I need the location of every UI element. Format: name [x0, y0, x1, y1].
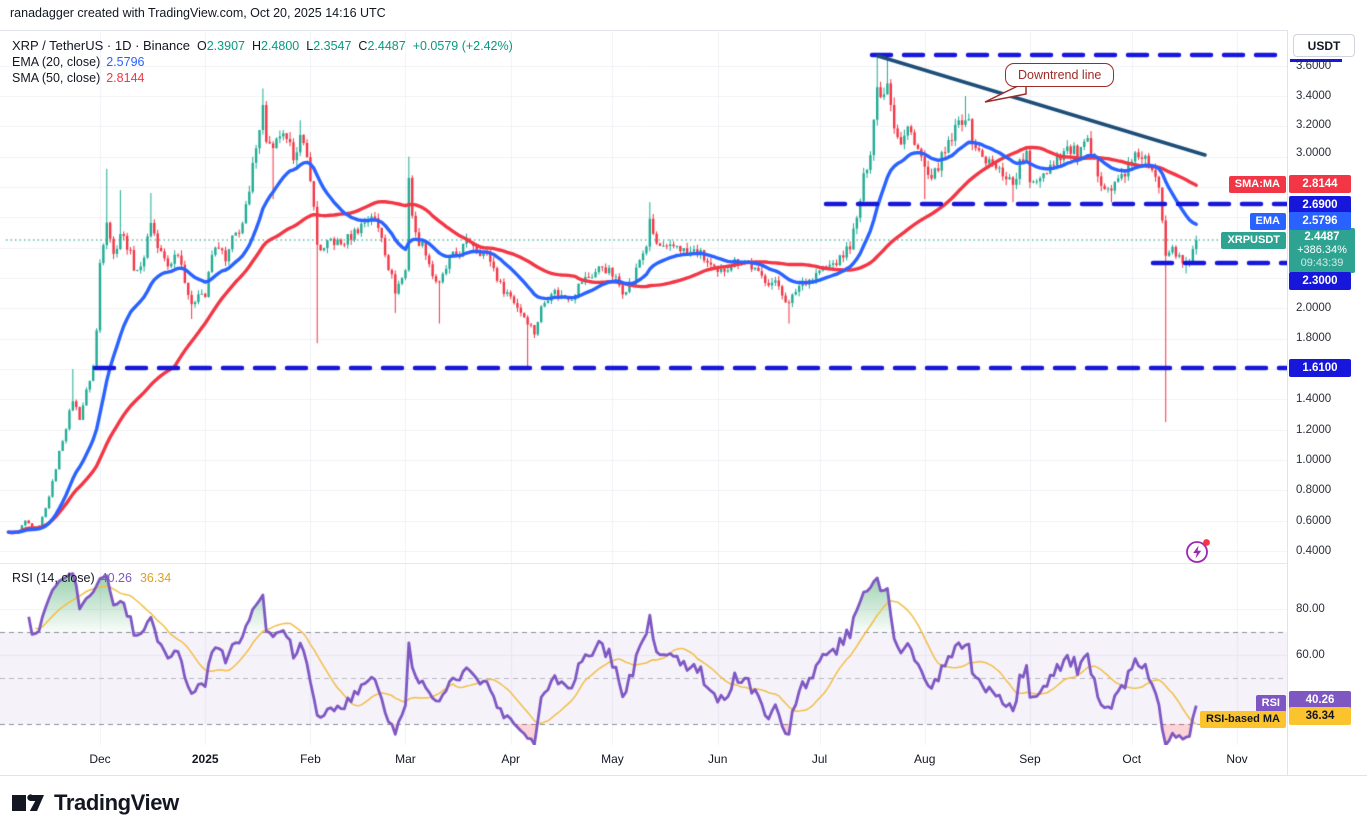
rsi-ma-value: 36.34 [139, 571, 172, 585]
time-axis[interactable]: Dec 2025 Feb Mar Apr May Jun Jul Aug Sep Oct Nov [0, 745, 1287, 775]
axis-price-label: 0.6000 [1296, 515, 1332, 527]
rsi-value: 40.26 [100, 571, 132, 585]
rsi-canvas[interactable] [0, 563, 1287, 745]
close-label: C [358, 39, 368, 53]
price-line-label-rsi-based-ma: RSI-based MA [1200, 711, 1286, 728]
pane-separator[interactable] [0, 563, 1287, 564]
month-label-dec: Dec [89, 752, 111, 766]
rsi-pane[interactable]: RSI (14, close) 40.26 36.34 [0, 563, 1287, 745]
sma-value: 2.8144 [106, 71, 145, 85]
legend-ema-row[interactable]: EMA (20, close) 2.5796 [12, 55, 513, 70]
axis-price-label: 1.2000 [1296, 424, 1332, 436]
rsi-legend[interactable]: RSI (14, close) 40.26 36.34 [12, 571, 171, 587]
rsi-axis-label: 60.00 [1296, 649, 1325, 661]
month-label-feb: Feb [300, 752, 321, 766]
low-label: L [306, 39, 314, 53]
legend-symbol-row[interactable]: XRP / TetherUS · 1D · Binance O2.3907 H2.4… [12, 38, 513, 54]
axis-price-label: 0.4000 [1296, 545, 1332, 557]
axis-price-label: 2.0000 [1296, 302, 1332, 314]
high-label: H [251, 39, 261, 53]
price-pane[interactable]: XRP / TetherUS · 1D · Binance O2.3907 H2.4… [0, 30, 1287, 563]
month-label-aug: Aug [914, 752, 936, 766]
rsi-label: RSI (14, close) [12, 571, 95, 585]
current-price-value: 2.4487 [1304, 231, 1340, 243]
price-canvas[interactable] [0, 30, 1287, 563]
low-value: 2.3547 [313, 39, 352, 53]
time-axis-bottom-border [0, 775, 1367, 776]
axis-price-badge: 2.5796 [1289, 212, 1351, 230]
ema-value: 2.5796 [106, 55, 145, 69]
price-axis[interactable]: USDT 2.4487 +386.34% 09:43:39 3.6000 3.40… [1287, 30, 1367, 775]
footer: TradingView [10, 788, 179, 818]
axis-price-label: 1.0000 [1296, 454, 1332, 466]
price-line-label-sma-ma: SMA:MA [1228, 176, 1286, 193]
axis-price-badge: 2.3000 [1289, 272, 1351, 290]
ema-label: EMA (20, close) [12, 55, 101, 69]
month-label-jun: Jun [708, 752, 728, 766]
price-line-label-xrpusdt: XRPUSDT [1221, 232, 1286, 249]
open-label: O [197, 39, 207, 53]
month-label-sep: Sep [1019, 752, 1041, 766]
notification-dot [1203, 539, 1210, 546]
change-value: +0.0579 (+2.42%) [412, 39, 513, 53]
tradingview-logo-icon[interactable] [10, 788, 46, 818]
current-price-badge: 2.4487 +386.34% 09:43:39 [1289, 228, 1355, 273]
axis-price-badge: 1.6100 [1289, 359, 1351, 377]
month-label-may: May [601, 752, 624, 766]
axis-price-badge: 2.6900 [1289, 196, 1351, 214]
month-label-apr: Apr [501, 752, 521, 766]
symbol-title: XRP / TetherUS · 1D · Binance [12, 38, 190, 53]
month-label-mar: Mar [395, 752, 416, 766]
downtrend-callout[interactable]: Downtrend line [1005, 63, 1115, 87]
axis-price-label: 0.8000 [1296, 484, 1332, 496]
legend: XRP / TetherUS · 1D · Binance O2.3907 H2.4… [12, 38, 513, 87]
month-label-jul: Jul [811, 752, 828, 766]
rsi-axis-label: 80.00 [1296, 603, 1325, 615]
month-label-oct: Oct [1122, 752, 1142, 766]
sma-label: SMA (50, close) [12, 71, 101, 85]
price-line-label-ema: EMA [1249, 213, 1286, 230]
axis-price-label: 3.0000 [1296, 147, 1332, 159]
high-value: 2.4800 [261, 39, 300, 53]
month-label-2025: 2025 [191, 752, 219, 766]
legend-sma-row[interactable]: SMA (50, close) 2.8144 [12, 71, 513, 86]
currency-toggle-button[interactable]: USDT [1293, 34, 1355, 57]
axis-price-label: 1.4000 [1296, 393, 1332, 405]
open-value: 2.3907 [206, 39, 245, 53]
axis-price-badge: 2.8144 [1289, 175, 1351, 193]
axis-price-label: 3.6000 [1296, 60, 1332, 72]
rsi-axis-badge: 36.34 [1289, 707, 1351, 725]
bar-countdown: 09:43:39 [1300, 257, 1344, 269]
rsi-axis-badge: 40.26 [1289, 691, 1351, 709]
axis-price-label: 3.2000 [1296, 119, 1332, 131]
axis-price-label: 3.4000 [1296, 90, 1332, 102]
price-line-label-rsi: RSI [1255, 695, 1286, 712]
axis-price-label: 1.8000 [1296, 332, 1332, 344]
current-price-change: +386.34% [1297, 244, 1347, 256]
close-value: 2.4487 [367, 39, 406, 53]
credit-text: ranadagger created with TradingView.com,… [10, 6, 386, 20]
month-label-nov: Nov [1226, 752, 1248, 766]
level-line-axis-cap [1290, 59, 1342, 62]
downtrend-callout-tail [984, 80, 1027, 103]
tradingview-wordmark[interactable]: TradingView [54, 790, 179, 815]
lightning-bolt-glyph [1193, 545, 1202, 559]
lightning-boost-icon[interactable] [1184, 537, 1212, 565]
